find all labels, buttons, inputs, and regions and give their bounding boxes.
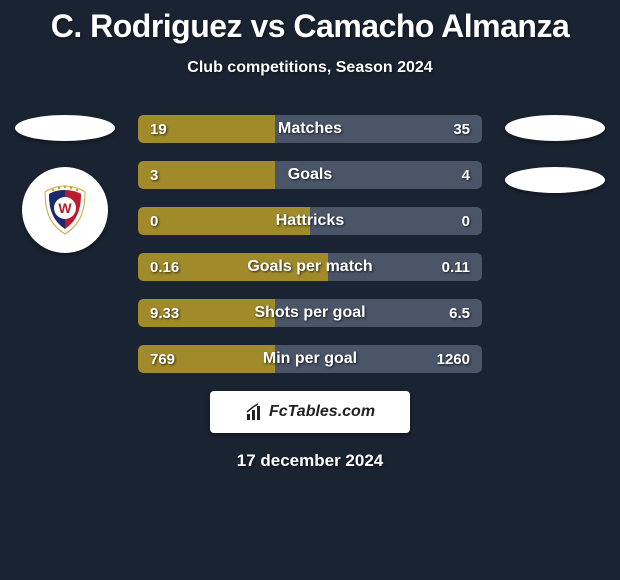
watermark-chart-icon: [245, 402, 265, 422]
stat-value-right: 0: [462, 207, 470, 235]
stat-value-left: 19: [150, 115, 167, 143]
date-text: 17 december 2024: [0, 433, 620, 471]
stat-row: 34Goals: [138, 161, 482, 189]
stat-bar-left: [138, 161, 275, 189]
stat-value-left: 769: [150, 345, 175, 373]
watermark-badge: FcTables.com: [210, 391, 410, 433]
stat-value-left: 0: [150, 207, 158, 235]
stat-bar-right: [275, 115, 482, 143]
watermark-text: FcTables.com: [269, 403, 375, 421]
stat-value-right: 35: [453, 115, 470, 143]
stat-value-right: 6.5: [449, 299, 470, 327]
stat-bar-right: [310, 207, 482, 235]
stat-value-left: 3: [150, 161, 158, 189]
club-logo-icon: W: [35, 180, 95, 240]
stats-bars: 1935Matches34Goals00Hattricks0.160.11Goa…: [138, 115, 482, 373]
stat-row: 00Hattricks: [138, 207, 482, 235]
right-player-badges: [500, 115, 610, 219]
page-title: C. Rodriguez vs Camacho Almanza: [0, 0, 620, 45]
club-right-placeholder-icon: [505, 167, 605, 193]
stat-bar-right: [275, 161, 482, 189]
stat-bar-left: [138, 207, 310, 235]
left-player-badges: W: [10, 115, 120, 253]
stat-row: 1935Matches: [138, 115, 482, 143]
player-right-placeholder-icon: [505, 115, 605, 141]
stat-value-left: 9.33: [150, 299, 179, 327]
comparison-content: W 1935Matches34Goals00Hattricks0.160.11G…: [0, 115, 620, 471]
stat-value-right: 4: [462, 161, 470, 189]
player-left-placeholder-icon: [15, 115, 115, 141]
svg-text:W: W: [58, 200, 72, 216]
club-left-badge: W: [22, 167, 108, 253]
stat-value-left: 0.16: [150, 253, 179, 281]
stat-row: 9.336.5Shots per goal: [138, 299, 482, 327]
stat-value-right: 1260: [437, 345, 470, 373]
page-subtitle: Club competitions, Season 2024: [0, 45, 620, 77]
stat-row: 0.160.11Goals per match: [138, 253, 482, 281]
stat-value-right: 0.11: [442, 253, 470, 281]
stat-row: 7691260Min per goal: [138, 345, 482, 373]
